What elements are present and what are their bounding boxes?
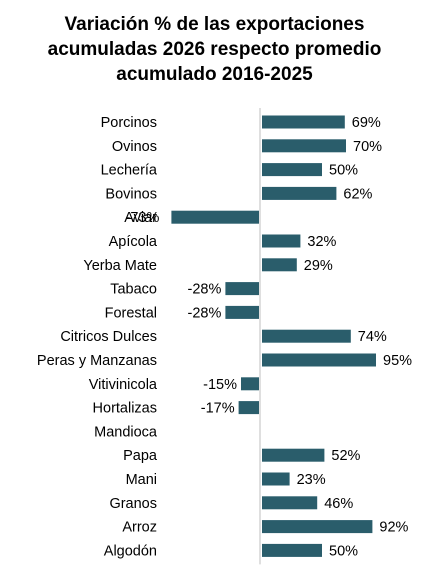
bar: [171, 210, 259, 224]
category-label: Granos: [109, 496, 157, 512]
bar: [262, 139, 346, 153]
chart-title: Variación % de las exportaciones acumula…: [0, 12, 429, 87]
category-label: Tabaco: [110, 282, 157, 298]
bar: [262, 448, 325, 462]
data-label: -73%: [126, 210, 160, 226]
category-label: Mandioca: [94, 424, 158, 440]
data-label: 46%: [324, 496, 353, 512]
bar: [262, 329, 351, 343]
data-label: -28%: [188, 305, 222, 321]
data-label: -28%: [188, 282, 222, 298]
category-label: Citricos Dulces: [60, 329, 157, 345]
data-label: 92%: [379, 520, 408, 536]
data-label: 50%: [329, 543, 358, 559]
category-label: Papa: [123, 448, 158, 464]
bar: [262, 163, 322, 177]
chart-title-line-1: Variación % de las exportaciones: [64, 14, 365, 35]
category-label: Yerba Mate: [83, 258, 157, 274]
data-label: 50%: [329, 163, 358, 179]
category-label: Bovinos: [105, 186, 157, 202]
category-label: Apícola: [109, 234, 158, 250]
bar: [262, 543, 322, 557]
category-label: Porcinos: [101, 115, 157, 131]
bar: [262, 472, 290, 486]
category-label: Peras y Manzanas: [37, 353, 157, 369]
data-label: -17%: [201, 401, 235, 417]
chart-title-line-2: acumuladas 2026 respecto promedio: [47, 39, 382, 60]
data-label: -15%: [203, 377, 237, 393]
category-label: Arroz: [122, 520, 157, 536]
data-label: 69%: [352, 115, 381, 131]
data-label: 74%: [358, 329, 387, 345]
category-label: Algodón: [104, 543, 157, 559]
chart-title-line-3: acumulado 2016-2025: [116, 64, 313, 85]
data-label: 29%: [304, 258, 333, 274]
bar: [225, 305, 259, 319]
data-label: 32%: [307, 234, 336, 250]
bar: [262, 353, 376, 367]
category-label: Hortalizas: [93, 401, 157, 417]
data-label: 23%: [297, 472, 326, 488]
bar: [262, 258, 297, 272]
data-label: 52%: [331, 448, 360, 464]
bar: [262, 234, 301, 248]
category-label: Forestal: [105, 305, 157, 321]
bar: [262, 115, 345, 129]
bar: [262, 496, 318, 510]
bar: [241, 377, 259, 391]
data-label: 70%: [353, 139, 382, 155]
bar: [262, 186, 337, 200]
category-label: Aviar: [124, 210, 157, 226]
category-label: Vitivinicola: [89, 377, 158, 393]
data-label: 62%: [343, 186, 372, 202]
category-label: Mani: [126, 472, 157, 488]
data-label: 95%: [383, 353, 412, 369]
bar: [238, 401, 259, 415]
bar: [262, 520, 373, 534]
bar: [225, 282, 259, 296]
category-label: Ovinos: [112, 139, 157, 155]
category-label: Lechería: [101, 163, 158, 179]
